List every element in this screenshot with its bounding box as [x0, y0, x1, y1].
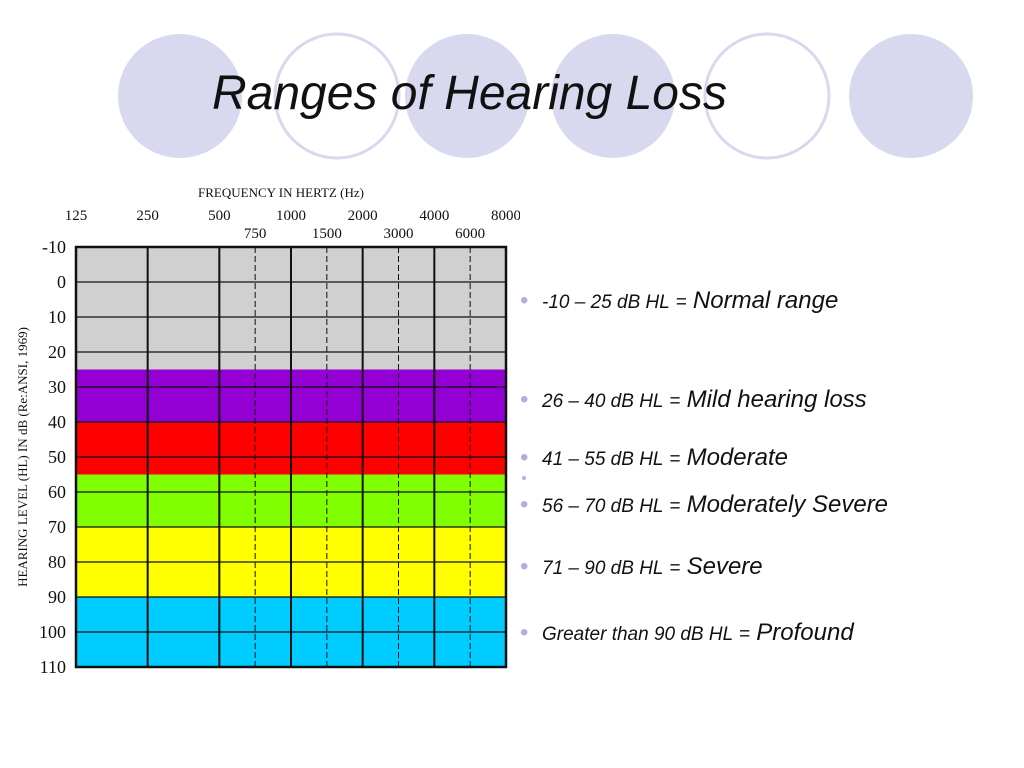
y-tick-label: 70 — [48, 517, 66, 537]
bullet-range: 26 – 40 dB HL — [542, 391, 664, 412]
legend-bullet-list: • -10 – 25 dB HL = Normal range • 26 – 4… — [520, 0, 1020, 768]
bullet-category: Profound — [756, 619, 854, 646]
bullet-category: Severe — [686, 553, 763, 580]
x-tick-label: 2000 — [348, 208, 378, 224]
bullet-icon: • — [520, 287, 529, 314]
bullet-equals: = — [669, 496, 681, 517]
x-tick-label: 8000 — [491, 208, 520, 224]
x-tick-label: 1000 — [276, 208, 306, 224]
chart-title: FREQUENCY IN HERTZ (Hz) — [198, 185, 364, 200]
x-tick-label: 750 — [244, 226, 267, 242]
bullet-equals: = — [669, 558, 681, 579]
bullet-equals: = — [739, 624, 751, 645]
y-tick-label: 50 — [48, 447, 66, 467]
bullet-item: • 26 – 40 dB HL = Mild hearing loss — [520, 386, 867, 414]
bullet-icon: • — [520, 491, 529, 518]
y-tick-label: 100 — [39, 622, 66, 642]
deco-circle — [273, 32, 401, 160]
deco-circle — [703, 32, 831, 160]
bullet-item: • 41 – 55 dB HL = Moderate — [520, 444, 788, 472]
bullet-icon: • — [520, 386, 529, 413]
page-title: Ranges of Hearing Loss — [212, 67, 727, 120]
bullet-icon: • — [520, 619, 529, 646]
y-tick-label: 40 — [48, 412, 66, 432]
y-tick-label: 60 — [48, 482, 66, 502]
deco-circle — [849, 34, 973, 158]
x-tick-label: 250 — [136, 208, 159, 224]
bullet-item: • 71 – 90 dB HL = Severe — [520, 553, 763, 581]
header-decoration — [118, 32, 973, 160]
bullet-range: 71 – 90 dB HL — [542, 558, 664, 579]
bullet-item: • Greater than 90 dB HL = Profound — [520, 619, 854, 647]
bullet-item: • 56 – 70 dB HL = Moderately Severe — [520, 491, 888, 519]
bullet-range: Greater than 90 dB HL — [542, 624, 734, 645]
x-tick-label: 4000 — [419, 208, 449, 224]
x-tick-label: 1500 — [312, 226, 342, 242]
deco-circle — [405, 34, 529, 158]
y-tick-label: 20 — [48, 342, 66, 362]
bullet-item: • -10 – 25 dB HL = Normal range — [520, 287, 838, 315]
bullet-equals: = — [669, 449, 681, 470]
bullet-category: Normal range — [692, 287, 839, 314]
y-tick-label: 0 — [57, 272, 66, 292]
bullet-icon: • — [520, 444, 529, 471]
x-tick-label: 500 — [208, 208, 231, 224]
x-tick-label: 6000 — [455, 226, 485, 242]
bullet-category: Mild hearing loss — [686, 386, 867, 413]
chart-ylabel: HEARING LEVEL (HL) IN dB (Re:ANSI, 1969) — [15, 327, 30, 587]
stray-dot — [522, 476, 526, 480]
y-tick-label: 80 — [48, 552, 66, 572]
bullet-range: 41 – 55 dB HL — [542, 449, 664, 470]
y-tick-label: 10 — [48, 307, 66, 327]
y-tick-label: 30 — [48, 377, 66, 397]
audiogram-chart: FREQUENCY IN HERTZ (Hz) HEARING LEVEL (H… — [15, 185, 520, 677]
y-tick-label: -10 — [42, 237, 66, 257]
bullet-icon: • — [520, 553, 529, 580]
bullet-range: 56 – 70 dB HL — [542, 496, 664, 517]
bullet-category: Moderate — [686, 444, 788, 471]
y-tick-label: 110 — [40, 657, 66, 677]
bullet-equals: = — [675, 292, 687, 313]
deco-circle — [551, 34, 675, 158]
deco-circle — [118, 34, 242, 158]
y-tick-label: 90 — [48, 587, 66, 607]
bullet-range: -10 – 25 dB HL — [542, 292, 670, 313]
x-tick-label: 125 — [65, 208, 88, 224]
bullet-equals: = — [669, 391, 681, 412]
x-tick-label: 3000 — [384, 226, 414, 242]
bullet-category: Moderately Severe — [686, 491, 889, 518]
